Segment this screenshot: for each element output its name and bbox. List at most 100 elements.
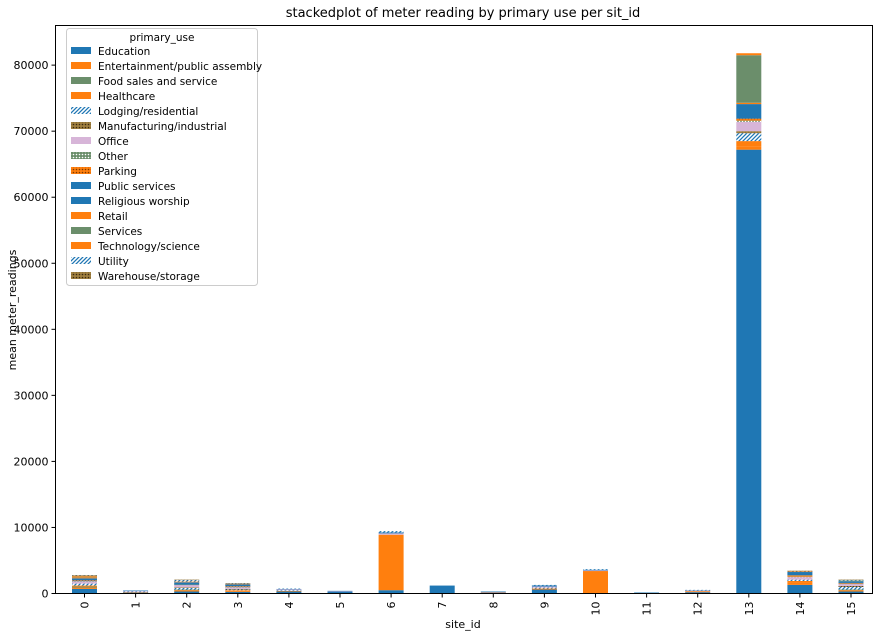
bar-segment-6-6 [378,533,404,535]
bar-segment-2-11 [174,581,200,583]
bar-segment-1-9 [123,590,149,592]
x-tick-label: 0 [79,602,92,609]
bar-segment-15-7 [838,583,864,585]
bar-segment-4-6 [276,589,302,591]
bar-segment-15-0 [838,591,864,594]
bar-segment-9-6 [531,586,557,588]
bar-segment-3-15 [225,583,251,584]
bar-segment-2-2 [174,589,200,591]
y-tick-label: 30000 [14,389,49,402]
bar-segment-8-6 [480,591,506,593]
bar-segment-2-15 [174,579,200,581]
bar-segment-13-8 [736,118,762,121]
bar-segment-9-0 [531,589,557,594]
bar-segment-9-9 [531,585,557,587]
legend-label: Warehouse/storage [98,271,200,283]
bar-segment-14-7 [787,576,813,578]
bar-segment-0-8 [72,580,97,581]
bar-segment-15-2 [838,589,864,591]
legend-label: Lodging/residential [98,106,198,118]
y-tick-label: 80000 [14,59,49,72]
bar-segment-0-15 [72,575,97,576]
y-axis: 0 10000 20000 30000 40000 50000 60000 70000 8000… [14,59,56,601]
bar-segment-4-9 [276,588,302,590]
plot-frame [55,25,873,594]
legend-swatch [71,257,91,264]
x-tick-label: 5 [334,602,347,609]
y-tick-label: 60000 [14,191,49,204]
bar-segment-13-13 [736,53,762,56]
y-tick-label: 70000 [14,125,49,138]
bar-segment-12-6 [685,590,711,592]
legend-label: Services [98,226,142,238]
legend-label: Parking [98,166,137,178]
bar-segment-8-9 [480,591,506,593]
bar-segment-3-11 [225,583,251,585]
bar-segment-3-7 [225,586,251,588]
bar-segment-0-11 [72,577,97,579]
legend-title: primary_use [130,32,195,44]
bar-segment-14-0 [787,584,813,594]
legend-swatch [71,242,91,249]
bar-segment-12-9 [685,590,711,591]
bar-segment-14-11 [787,571,813,573]
bar-segment-4-0 [276,591,302,594]
bar-segment-0-2 [72,586,97,588]
bar-segment-14-4 [787,579,813,581]
bar-segment-9-1 [531,588,557,590]
x-tick-label: 3 [232,602,245,609]
bar-segment-6-14 [378,531,404,533]
bar-segment-5-9 [327,590,353,592]
legend-items: Education Entertainment/public assembly Fo… [71,46,262,283]
legend-label: Other [98,151,128,163]
bar-segment-6-9 [378,532,404,534]
legend-swatch [71,137,91,144]
bar-segment-2-1 [174,590,200,592]
x-tick-label: 13 [743,602,756,616]
bar-segment-13-0 [736,149,762,594]
legend-label: Entertainment/public assembly [98,61,262,73]
bar-segment-5-0 [327,591,353,594]
bar-segment-15-14 [838,579,864,581]
bar-segment-2-10 [174,582,200,583]
bars-group [72,53,864,594]
bar-segment-10-9 [583,569,608,571]
bar-segment-15-4 [838,586,864,590]
legend-swatch [71,212,91,219]
bar-segment-2-0 [174,591,200,594]
bar-segment-2-4 [174,587,200,590]
bar-segment-4-14 [276,588,302,590]
bar-segment-13-6 [736,121,762,132]
legend-label: Utility [98,256,129,268]
bar-segment-13-3 [736,141,762,147]
bar-segment-2-9 [174,582,200,585]
bar-segment-1-1 [123,592,149,593]
bar-segment-4-4 [276,590,302,591]
bar-segment-1-4 [123,591,149,593]
bar-segment-3-9 [225,584,251,587]
bar-segment-13-12 [736,55,762,103]
bar-segment-2-6 [174,584,200,588]
x-axis-label: site_id [445,618,480,631]
bar-segment-9-4 [531,587,557,589]
legend-swatch [71,47,91,54]
bar-segment-3-3 [225,590,251,591]
bar-segment-9-14 [531,584,557,586]
bar-segment-13-9 [736,104,762,119]
legend-swatch [71,92,91,99]
legend-swatch [71,122,91,129]
legend-label: Technology/science [97,241,200,253]
legend-label: Religious worship [98,196,190,208]
x-axis: 0 1 2 3 4 5 6 7 8 9 10 11 12 13 14 15 [79,593,858,616]
bar-segment-10-1 [583,571,608,594]
bar-segment-0-0 [72,588,97,594]
legend-label: Retail [98,211,128,223]
x-tick-label: 8 [487,602,500,609]
legend-swatch [71,167,91,174]
x-tick-label: 14 [794,602,807,616]
bar-segment-15-5 [838,585,864,587]
bar-segment-0-7 [72,580,97,582]
legend-swatch [71,62,91,69]
bar-segment-0-4 [72,583,97,586]
bar-segment-10-6 [583,570,608,572]
